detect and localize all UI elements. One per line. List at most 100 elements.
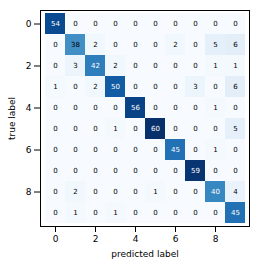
svg-text:0: 0 <box>153 146 157 154</box>
svg-text:0: 0 <box>113 41 117 49</box>
svg-text:0: 0 <box>193 125 197 133</box>
svg-text:42: 42 <box>91 62 100 70</box>
svg-text:6: 6 <box>173 234 179 244</box>
svg-text:0: 0 <box>213 20 217 28</box>
svg-text:0: 0 <box>213 83 217 91</box>
svg-text:0: 0 <box>53 234 59 244</box>
svg-text:5: 5 <box>233 125 237 133</box>
svg-text:0: 0 <box>133 146 137 154</box>
svg-text:0: 0 <box>213 125 217 133</box>
svg-text:0: 0 <box>173 209 177 217</box>
svg-text:0: 0 <box>93 104 97 112</box>
svg-text:3: 3 <box>73 62 77 70</box>
svg-text:2: 2 <box>93 83 97 91</box>
svg-text:0: 0 <box>26 19 32 29</box>
svg-text:0: 0 <box>113 20 117 28</box>
svg-text:0: 0 <box>133 167 137 175</box>
svg-text:0: 0 <box>173 167 177 175</box>
svg-text:0: 0 <box>93 188 97 196</box>
svg-text:0: 0 <box>193 188 197 196</box>
svg-text:0: 0 <box>193 146 197 154</box>
svg-text:1: 1 <box>53 83 57 91</box>
svg-text:6: 6 <box>26 145 32 155</box>
svg-text:predicted label: predicted label <box>111 249 178 259</box>
svg-text:38: 38 <box>71 41 80 49</box>
svg-text:0: 0 <box>113 146 117 154</box>
svg-text:0: 0 <box>133 188 137 196</box>
svg-text:0: 0 <box>153 62 157 70</box>
svg-text:8: 8 <box>26 187 32 197</box>
svg-text:2: 2 <box>93 41 97 49</box>
svg-text:0: 0 <box>133 83 137 91</box>
svg-text:0: 0 <box>173 125 177 133</box>
svg-text:1: 1 <box>213 146 217 154</box>
svg-text:0: 0 <box>233 104 237 112</box>
svg-text:0: 0 <box>93 125 97 133</box>
svg-text:0: 0 <box>113 167 117 175</box>
svg-text:0: 0 <box>233 20 237 28</box>
svg-text:1: 1 <box>213 62 217 70</box>
svg-text:0: 0 <box>133 20 137 28</box>
svg-text:0: 0 <box>93 146 97 154</box>
svg-text:0: 0 <box>173 188 177 196</box>
svg-text:0: 0 <box>73 167 77 175</box>
svg-text:0: 0 <box>93 20 97 28</box>
svg-text:0: 0 <box>153 83 157 91</box>
svg-text:4: 4 <box>26 103 32 113</box>
svg-text:0: 0 <box>53 167 57 175</box>
svg-text:56: 56 <box>131 104 140 112</box>
svg-text:0: 0 <box>53 104 57 112</box>
svg-text:0: 0 <box>193 20 197 28</box>
svg-text:8: 8 <box>213 234 219 244</box>
svg-text:6: 6 <box>233 41 238 49</box>
svg-text:0: 0 <box>193 41 197 49</box>
svg-text:0: 0 <box>73 125 77 133</box>
svg-text:4: 4 <box>133 234 139 244</box>
svg-text:3: 3 <box>193 83 197 91</box>
svg-text:0: 0 <box>73 104 77 112</box>
svg-text:0: 0 <box>233 167 237 175</box>
svg-text:45: 45 <box>171 146 180 154</box>
svg-text:0: 0 <box>213 167 217 175</box>
svg-text:0: 0 <box>53 188 57 196</box>
svg-text:0: 0 <box>113 104 117 112</box>
svg-text:0: 0 <box>53 146 57 154</box>
svg-text:1: 1 <box>213 104 217 112</box>
svg-text:50: 50 <box>111 83 120 91</box>
svg-text:45: 45 <box>231 209 240 217</box>
svg-text:59: 59 <box>191 167 200 175</box>
svg-text:0: 0 <box>153 104 157 112</box>
svg-text:0: 0 <box>133 41 137 49</box>
svg-text:0: 0 <box>73 20 77 28</box>
svg-text:1: 1 <box>153 188 157 196</box>
svg-text:0: 0 <box>153 209 157 217</box>
svg-text:0: 0 <box>133 209 137 217</box>
svg-text:0: 0 <box>93 209 97 217</box>
svg-text:2: 2 <box>113 62 117 70</box>
svg-text:0: 0 <box>173 83 177 91</box>
svg-text:0: 0 <box>233 146 237 154</box>
svg-text:2: 2 <box>26 61 32 71</box>
svg-text:0: 0 <box>133 62 137 70</box>
svg-text:0: 0 <box>153 167 157 175</box>
svg-text:0: 0 <box>53 41 57 49</box>
svg-text:2: 2 <box>173 41 177 49</box>
svg-text:0: 0 <box>193 104 197 112</box>
svg-text:0: 0 <box>73 83 77 91</box>
svg-text:0: 0 <box>153 41 157 49</box>
svg-text:1: 1 <box>113 209 117 217</box>
svg-text:0: 0 <box>93 167 97 175</box>
svg-text:true label: true label <box>7 97 17 140</box>
svg-text:0: 0 <box>213 209 217 217</box>
svg-text:0: 0 <box>53 125 57 133</box>
svg-text:1: 1 <box>113 125 117 133</box>
svg-text:1: 1 <box>233 62 237 70</box>
svg-text:40: 40 <box>211 188 220 196</box>
svg-text:2: 2 <box>73 188 77 196</box>
svg-text:0: 0 <box>173 62 177 70</box>
svg-text:6: 6 <box>233 83 238 91</box>
svg-text:0: 0 <box>133 125 137 133</box>
svg-text:0: 0 <box>153 20 157 28</box>
svg-text:54: 54 <box>51 20 60 28</box>
svg-text:2: 2 <box>93 234 99 244</box>
